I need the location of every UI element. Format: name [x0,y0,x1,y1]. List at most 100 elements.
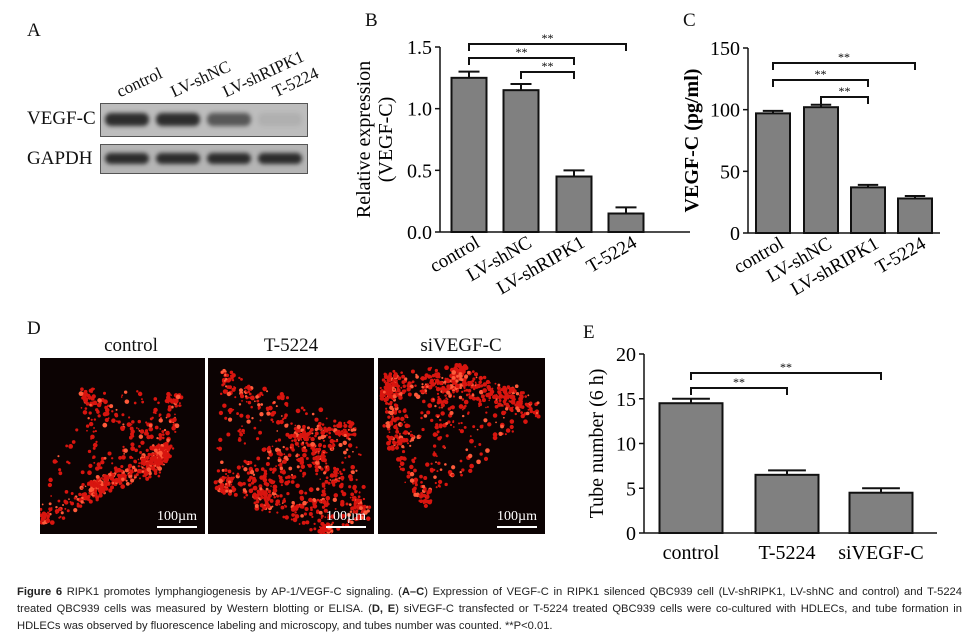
fluorescent-spot [391,407,395,411]
fluorescent-spot [305,441,308,445]
fluorescent-spot [388,390,392,393]
fluorescent-spot [294,511,297,514]
fluorescent-spot [146,467,152,472]
fluorescent-spot [363,510,368,515]
fluorescent-spot [293,438,297,442]
fluorescent-spot [47,482,53,488]
fluorescent-spot [343,421,346,424]
fluorescent-spot [97,398,102,403]
fluorescent-spot [40,516,45,522]
fluorescent-spot [308,497,313,503]
fluorescent-spot [391,436,394,439]
fluorescent-spot [398,395,403,400]
fluorescent-spot [121,477,125,481]
fluorescent-spot [58,468,62,472]
fluorescent-spot [341,491,347,497]
fluorescent-spot [443,389,446,392]
fluorescent-spot [267,405,273,411]
fluorescent-spot [226,391,232,397]
fluorescent-spot [226,476,232,482]
fluorescent-spot [272,410,277,415]
fluorescent-spot [347,518,352,523]
fluorescent-spot [384,387,388,391]
fluorescent-spot [133,460,138,464]
significance-label: ** [815,67,827,81]
fluorescent-spot [285,396,290,400]
fluorescent-spot [225,489,229,493]
fluorescent-spot [86,496,89,499]
y-tick-label: 0.5 [407,160,432,182]
fluorescent-spot [111,418,116,423]
fluorescent-spot [256,456,261,461]
fluorescent-spot [333,469,338,475]
fluorescent-spot [308,436,311,439]
fluorescent-spot [275,420,281,425]
fluorescent-spot [438,380,444,386]
fluorescent-spot [247,478,252,482]
fluorescent-spot [433,451,436,453]
fluorescent-spot [346,512,352,517]
fluorescent-spot [319,500,322,503]
fluorescent-spot [290,480,295,484]
fluorescent-spot [382,424,386,428]
fluorescent-spot [318,426,323,431]
fluorescent-spot [327,514,330,516]
fluorescent-spot [508,387,514,392]
fluorescent-spot [343,450,347,455]
fluorescent-spot [286,491,290,496]
fluorescent-spot [243,432,245,435]
fluorescent-spot [306,426,310,430]
fluorescent-spot [440,403,445,408]
fluorescent-spot [483,418,488,423]
y-tick-label: 0 [730,223,740,245]
panel-label-c: C [683,10,696,31]
fluorescent-spot [90,434,95,440]
fluorescent-spot [73,508,78,513]
fluorescent-spot [266,446,271,452]
fluorescent-spot [96,481,99,484]
fluorescent-spot [447,407,451,411]
fluorescent-spot [160,416,162,419]
fluorescent-spot [420,416,423,420]
fluorescent-spot [80,387,84,392]
fluorescent-spot [63,499,67,503]
fluorescent-spot [340,489,344,493]
fluorescent-spot [221,383,225,387]
fluorescent-spot [324,516,327,519]
fluorescent-spot [438,485,441,488]
fluorescent-spot [495,421,497,424]
fluorescent-spot [436,379,440,384]
fluorescent-spot [145,461,150,466]
fluorescent-spot [459,470,462,474]
fluorescent-spot [295,483,300,489]
fluorescent-spot [281,502,284,504]
fluorescent-spot [93,427,95,429]
fluorescent-spot [255,395,259,399]
bar-T-5224 [897,197,933,234]
fluorescent-spot [90,418,93,421]
fluorescent-spot [220,488,225,494]
fluorescent-spot [237,474,240,477]
fluorescent-spot [320,467,324,471]
fluorescent-spot [120,484,126,489]
fluorescent-spot [302,500,307,506]
fluorescent-spot [386,440,391,446]
fluorescent-spot [339,472,342,475]
fluorescent-spot [391,415,394,418]
fluorescent-spot [393,419,397,423]
fluorescent-spot [292,433,297,438]
fluorescent-spot [231,373,236,378]
fluorescent-spot [494,382,497,385]
fluorescent-spot [452,395,456,398]
fluorescent-spot [86,429,88,432]
fluorescent-spot [222,389,228,394]
fluorescent-spot [342,440,348,446]
fluorescent-spot [359,506,363,510]
fluorescent-spot [424,383,427,386]
fluorescent-spot [234,396,237,399]
fluorescent-spot [40,511,41,515]
fluorescent-spot [224,468,228,472]
fluorescent-spot [502,395,506,399]
fluorescent-spot [513,388,516,391]
fluorescent-spot [456,374,459,378]
